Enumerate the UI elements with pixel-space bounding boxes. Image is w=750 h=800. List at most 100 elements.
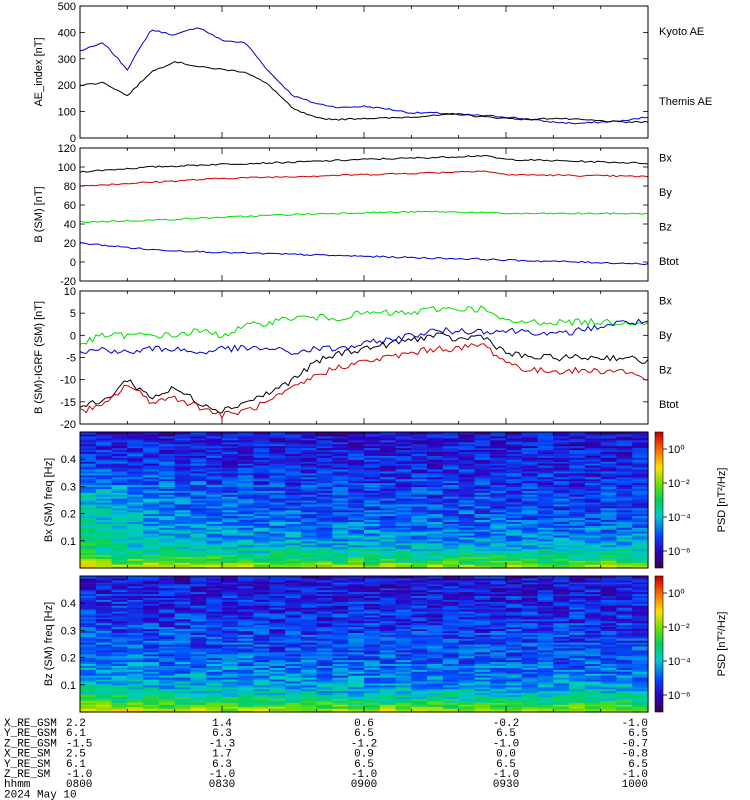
spectrogram-cell	[111, 616, 128, 620]
spectrogram-cell	[80, 663, 97, 666]
spectrogram-cell	[600, 461, 618, 464]
spectrogram-cell	[458, 700, 476, 703]
spectrogram-cell	[427, 675, 444, 678]
spectrogram-cell	[190, 630, 207, 633]
spectrogram-cell	[411, 447, 428, 451]
spectrogram-cell	[521, 488, 539, 491]
spectrogram-cell	[111, 511, 128, 515]
spectrogram-cell	[458, 583, 476, 587]
spectrogram-cell	[206, 618, 223, 622]
spectrogram-cell	[158, 651, 176, 655]
spectrogram-cell	[206, 612, 223, 616]
spectrogram-cell	[143, 610, 160, 614]
spectrogram-cell	[95, 443, 113, 447]
spectrogram-cell	[569, 661, 586, 665]
spectrogram-cell	[127, 437, 144, 441]
spectrogram-cell	[427, 704, 444, 707]
spectrogram-cell	[348, 644, 365, 647]
spectrogram-cell	[632, 534, 649, 538]
spectrogram-cell	[253, 492, 270, 495]
spectrogram-cell	[458, 665, 476, 668]
spectrogram-cell	[269, 546, 286, 550]
spectrogram-cell	[332, 599, 349, 602]
spectrogram-cell	[253, 704, 270, 707]
spectrogram-cell	[584, 490, 602, 493]
spectrogram-cell	[332, 663, 349, 666]
spectrogram-cell	[521, 476, 539, 480]
spectrogram-cell	[111, 498, 128, 501]
series-line-bx	[79, 155, 649, 173]
spectrogram-cell	[569, 682, 586, 686]
spectrogram-cell	[521, 490, 539, 493]
spectrogram-cell	[395, 702, 412, 705]
spectrogram-cell	[237, 659, 255, 663]
spectrogram-cell	[143, 704, 160, 707]
spectrogram-cell	[379, 700, 397, 703]
spectrogram-cell	[269, 463, 286, 466]
spectrogram-cell	[521, 585, 539, 589]
spectrogram-cell	[379, 451, 397, 454]
spectrogram-cell	[190, 482, 207, 486]
spectrogram-cell	[632, 533, 649, 536]
spectrogram-cell	[316, 696, 334, 699]
spectrogram-cell	[269, 451, 286, 454]
spectrogram-cell	[411, 525, 428, 528]
spectrogram-cell	[348, 538, 365, 542]
spectrogram-cell	[553, 465, 570, 468]
spectrogram-cell	[395, 612, 412, 616]
spectrogram-cell	[143, 468, 160, 472]
spectrogram-cell	[474, 505, 491, 509]
spectrogram-cell	[158, 517, 176, 521]
spectrogram-cell	[80, 505, 97, 509]
spectrogram-cell	[474, 470, 491, 474]
spectrogram-cell	[553, 620, 570, 624]
spectrogram-cell	[411, 680, 428, 684]
spectrogram-cell	[411, 671, 428, 674]
spectrogram-cell	[584, 513, 602, 517]
spectrogram-cell	[553, 599, 570, 602]
spectrogram-cell	[285, 550, 302, 554]
spectrogram-cell	[427, 628, 444, 631]
spectrogram-cell	[237, 566, 255, 569]
spectrogram-cell	[474, 696, 491, 699]
spectrogram-cell	[174, 548, 192, 552]
spectrogram-cell	[285, 605, 302, 608]
spectrogram-cell	[537, 678, 554, 682]
spectrogram-cell	[458, 626, 476, 630]
spectrogram-cell	[411, 700, 428, 703]
spectrogram-cell	[395, 686, 412, 690]
spectrogram-cell	[442, 500, 460, 503]
spectrogram-cell	[348, 474, 365, 478]
spectrogram-cell	[490, 684, 507, 688]
spectrogram-cell	[553, 468, 570, 472]
spectrogram-cell	[395, 675, 412, 678]
spectrogram-cell	[143, 461, 160, 464]
spectrogram-cell	[127, 692, 144, 696]
spectrogram-cell	[253, 505, 270, 509]
spectrogram-cell	[158, 556, 176, 559]
spectrogram-cell	[364, 486, 381, 489]
spectrogram-cell	[364, 533, 381, 536]
spectrogram-cell	[474, 612, 491, 616]
spectrogram-cell	[411, 655, 428, 659]
spectrogram-cell	[427, 614, 444, 618]
spectrogram-cell	[632, 544, 649, 548]
spectrogram-cell	[616, 548, 633, 552]
spectrogram-cell	[490, 540, 507, 544]
spectrogram-cell	[95, 698, 113, 701]
spectrogram-cell	[442, 550, 460, 554]
spectrogram-cell	[174, 638, 192, 641]
spectrogram-cell	[364, 595, 381, 598]
spectrogram-cell	[253, 618, 270, 622]
spectrogram-cell	[348, 453, 365, 456]
spectrogram-cell	[143, 453, 160, 456]
spectrogram-cell	[584, 486, 602, 489]
spectrogram-cell	[332, 630, 349, 633]
spectrogram-cell	[253, 700, 270, 703]
spectrogram-cell	[316, 540, 334, 544]
spectrogram-cell	[316, 680, 334, 684]
spectrogram-cell	[127, 616, 144, 620]
spectrogram-cell	[521, 591, 539, 595]
spectrogram-cell	[569, 459, 586, 462]
